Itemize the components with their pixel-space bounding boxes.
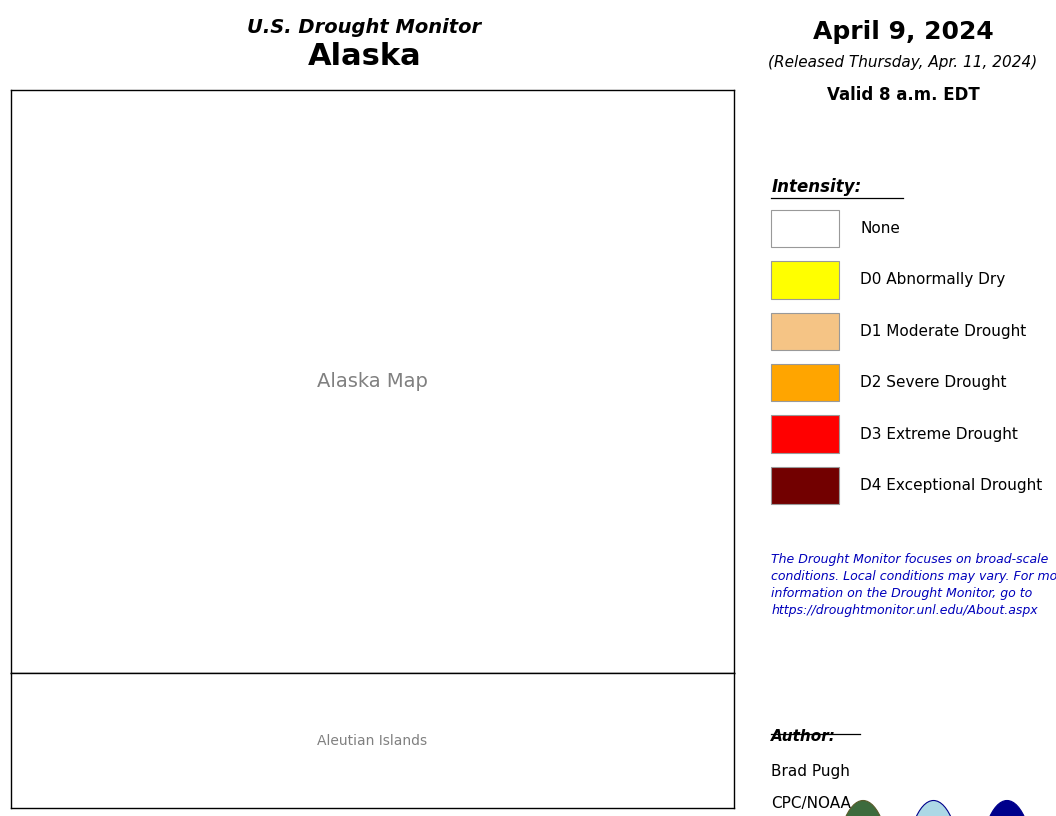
Circle shape xyxy=(906,800,961,816)
Text: None: None xyxy=(860,221,900,236)
FancyBboxPatch shape xyxy=(771,467,838,504)
Text: Brad Pugh: Brad Pugh xyxy=(771,764,850,778)
Text: The Drought Monitor focuses on broad-scale
conditions. Local conditions may vary: The Drought Monitor focuses on broad-sca… xyxy=(771,553,1056,617)
Text: D3 Extreme Drought: D3 Extreme Drought xyxy=(860,427,1018,441)
Text: Alaska: Alaska xyxy=(307,42,421,72)
Text: Aleutian Islands: Aleutian Islands xyxy=(317,734,428,747)
Text: Author:: Author: xyxy=(771,729,836,743)
Text: D1 Moderate Drought: D1 Moderate Drought xyxy=(860,324,1026,339)
FancyBboxPatch shape xyxy=(771,261,838,299)
FancyBboxPatch shape xyxy=(771,415,838,453)
FancyBboxPatch shape xyxy=(771,364,838,401)
FancyBboxPatch shape xyxy=(771,210,838,247)
Text: D2 Severe Drought: D2 Severe Drought xyxy=(860,375,1006,390)
Text: Intensity:: Intensity: xyxy=(771,178,862,196)
Circle shape xyxy=(835,800,890,816)
FancyBboxPatch shape xyxy=(771,313,838,350)
Text: Valid 8 a.m. EDT: Valid 8 a.m. EDT xyxy=(827,86,979,104)
Circle shape xyxy=(980,800,1035,816)
Text: D0 Abnormally Dry: D0 Abnormally Dry xyxy=(860,273,1005,287)
Text: Alaska Map: Alaska Map xyxy=(317,372,428,391)
Text: April 9, 2024: April 9, 2024 xyxy=(812,20,994,44)
Text: U.S. Drought Monitor: U.S. Drought Monitor xyxy=(247,18,482,37)
Text: CPC/NOAA: CPC/NOAA xyxy=(771,796,851,810)
Text: D4 Exceptional Drought: D4 Exceptional Drought xyxy=(860,478,1042,493)
Text: (Released Thursday, Apr. 11, 2024): (Released Thursday, Apr. 11, 2024) xyxy=(769,55,1037,69)
